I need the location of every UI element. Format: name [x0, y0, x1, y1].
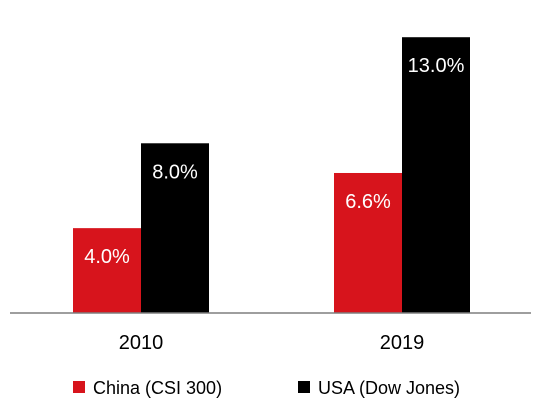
- legend-item: USA (Dow Jones): [298, 378, 460, 398]
- bars-layer: [73, 37, 470, 313]
- bar-china-csi-300-2019: [334, 172, 402, 313]
- data-label: 8.0%: [152, 161, 198, 183]
- legend-swatch: [298, 381, 310, 393]
- x-tick-labels: 2010 2019: [119, 332, 425, 354]
- legend-label: USA (Dow Jones): [318, 378, 460, 398]
- x-tick-label: 2019: [380, 332, 425, 354]
- legend-swatch: [73, 381, 85, 393]
- data-label: 4.0%: [84, 246, 130, 268]
- bar-usa-dow-jones-2019: [402, 37, 470, 313]
- bar-china-csi-300-2010: [73, 228, 141, 313]
- x-tick-label: 2010: [119, 332, 164, 354]
- data-label: 13.0%: [408, 55, 465, 77]
- bar-labels-layer: 4.0% 8.0% 6.6% 13.0%: [84, 55, 464, 268]
- data-label: 6.6%: [345, 191, 391, 213]
- legend: China (CSI 300) USA (Dow Jones): [73, 378, 460, 398]
- legend-label: China (CSI 300): [93, 378, 222, 398]
- legend-item: China (CSI 300): [73, 378, 222, 398]
- bar-usa-dow-jones-2010: [141, 143, 209, 313]
